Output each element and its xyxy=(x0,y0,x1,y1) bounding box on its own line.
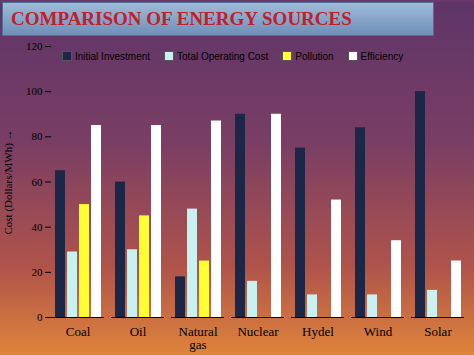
html-text:Pollution: Pollution xyxy=(295,51,334,62)
svg-text:0: 0 xyxy=(37,311,43,323)
svg-text:Naturalgas: Naturalgas xyxy=(179,324,218,352)
svg-text:100: 100 xyxy=(26,85,43,97)
svg-text:Wind: Wind xyxy=(364,324,393,339)
svg-text:Hydel: Hydel xyxy=(302,324,334,339)
svg-text:20: 20 xyxy=(32,266,44,278)
svg-text:Cost (Dollars/MWh) →: Cost (Dollars/MWh) → xyxy=(2,129,15,234)
svg-text:Oil: Oil xyxy=(130,324,147,339)
html-text:Efficiency: Efficiency xyxy=(360,51,404,62)
svg-text:Coal: Coal xyxy=(66,324,91,339)
svg-text:Solar: Solar xyxy=(424,324,452,339)
html-text:COMPARISON OF ENERGY SOURCES: COMPARISON OF ENERGY SOURCES xyxy=(11,8,352,29)
svg-text:80: 80 xyxy=(32,130,44,142)
html-text:Initial Investment: Initial Investment xyxy=(75,51,150,62)
svg-text:40: 40 xyxy=(32,221,44,233)
html-text:Total Operating Cost: Total Operating Cost xyxy=(177,51,269,62)
svg-text:Nuclear: Nuclear xyxy=(237,324,279,339)
svg-text:60: 60 xyxy=(32,176,44,188)
svg-text:120: 120 xyxy=(26,40,43,52)
